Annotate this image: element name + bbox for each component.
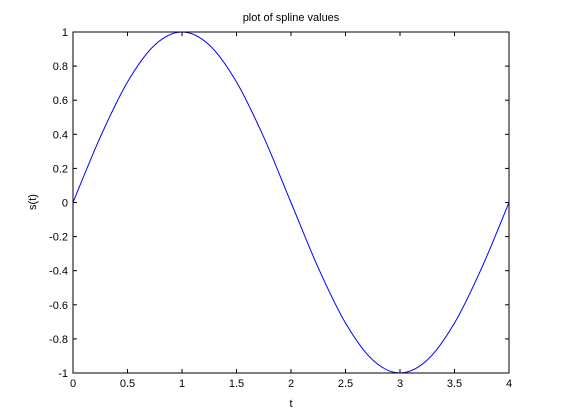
x-tick-label: 0 <box>70 378 76 390</box>
y-tick-label: 0.8 <box>53 61 68 73</box>
x-tick-label: 1.5 <box>229 378 244 390</box>
x-axis-label: t <box>289 398 292 410</box>
x-tick-label: 2.5 <box>338 378 353 390</box>
x-tick-label: 2 <box>288 378 294 390</box>
y-tick-label: 0.2 <box>53 163 68 175</box>
series-line-0 <box>72 31 510 374</box>
y-tick-label: -1 <box>58 368 68 380</box>
y-tick-label: -0.6 <box>49 300 68 312</box>
y-tick-label: 0 <box>62 198 68 210</box>
chart-title: plot of spline values <box>243 12 340 24</box>
x-tick-label: 3 <box>397 378 403 390</box>
x-tick-label: 3.5 <box>447 378 462 390</box>
tick-layer: 0 0.5 1 1.5 2 2.5 3 3.5 4 -1 -0.8 -0.6 -0.4 -0.2 0 0.2 0… <box>49 27 512 390</box>
x-tick-label: 1 <box>179 378 185 390</box>
x-tick-label: 4 <box>506 378 512 390</box>
y-tick-label: -0.2 <box>49 232 68 244</box>
y-axis-label: s(t) <box>27 194 39 210</box>
y-tick-label: 0.4 <box>53 129 68 141</box>
y-tick-label: -0.8 <box>49 334 68 346</box>
y-tick-label: 1 <box>62 27 68 39</box>
y-tick-label: 0.6 <box>53 95 68 107</box>
plot-layer <box>72 31 510 374</box>
x-tick-label: 0.5 <box>120 378 135 390</box>
y-tick-label: -0.4 <box>49 266 68 278</box>
